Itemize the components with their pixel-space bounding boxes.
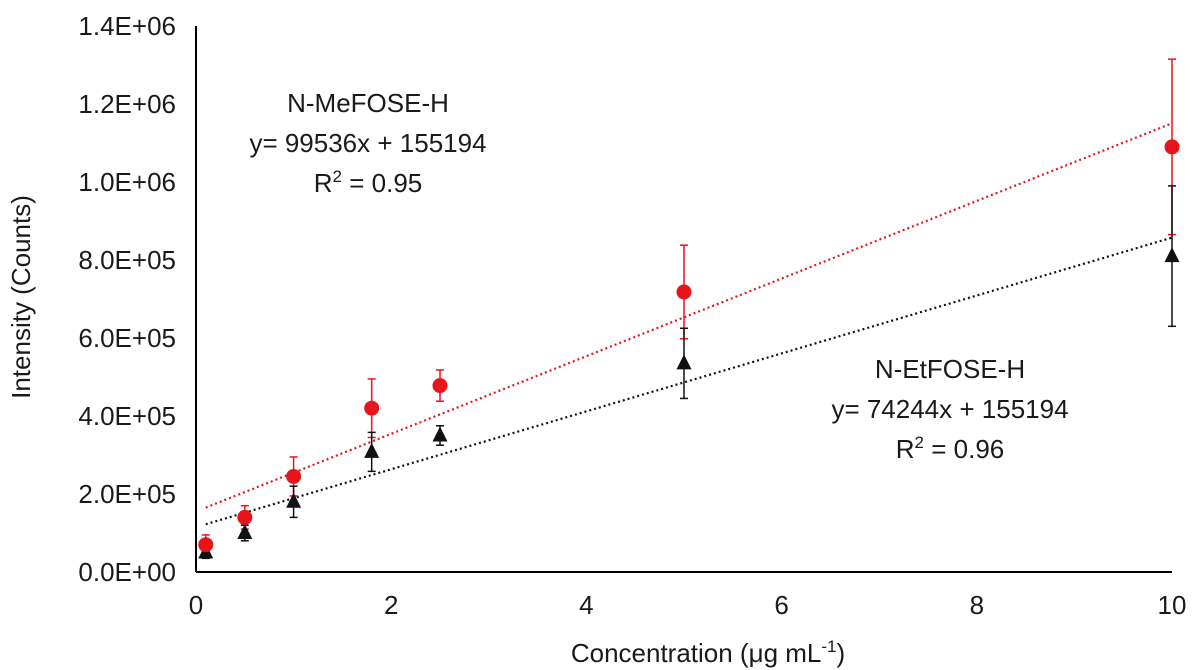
series-name-etfose: N-EtFOSE-H	[875, 354, 1025, 384]
annotation-etfose: N-EtFOSE-H y= 74244x + 155194 R2 = 0.96	[831, 354, 1068, 464]
y-tick-label: 8.0E+05	[78, 245, 176, 275]
data-points	[198, 139, 1180, 559]
x-tick-label: 4	[579, 590, 593, 620]
x-tick-label: 0	[189, 590, 203, 620]
data-point-mefose	[237, 509, 253, 525]
x-axis-label: Concentration (μg mL-1)	[571, 637, 845, 668]
data-point-etfose	[1164, 247, 1180, 263]
y-axis-ticks: 0.0E+00 2.0E+05 4.0E+05 6.0E+05 8.0E+05 1.0E+…	[78, 11, 176, 587]
x-tick-label: 10	[1158, 590, 1187, 620]
r2-mefose: R2 = 0.95	[314, 167, 422, 198]
data-point-mefose	[286, 468, 302, 484]
data-point-mefose	[432, 378, 448, 394]
data-point-etfose	[286, 492, 302, 508]
x-tick-label: 6	[774, 590, 788, 620]
y-tick-label: 2.0E+05	[78, 479, 176, 509]
data-point-etfose	[432, 426, 448, 442]
data-point-etfose	[237, 524, 253, 539]
data-point-mefose	[364, 400, 380, 416]
data-point-mefose	[1164, 139, 1180, 155]
data-point-etfose	[676, 354, 692, 370]
data-point-mefose	[676, 284, 692, 300]
y-tick-label: 1.0E+06	[78, 167, 176, 197]
y-tick-label: 0.0E+00	[78, 557, 176, 587]
equation-mefose: y= 99536x + 155194	[249, 128, 486, 158]
x-tick-label: 2	[384, 590, 398, 620]
trendline-mefose	[205, 122, 1173, 509]
trendlines	[205, 122, 1173, 526]
y-tick-label: 6.0E+05	[78, 323, 176, 353]
series-name-mefose: N-MeFOSE-H	[287, 88, 449, 118]
data-point-mefose	[198, 537, 214, 553]
x-axis-ticks: 0 2 4 6 8 10	[189, 590, 1187, 620]
y-tick-label: 4.0E+05	[78, 401, 176, 431]
equation-etfose: y= 74244x + 155194	[831, 394, 1068, 424]
y-axis-label: Intensity (Counts)	[6, 195, 36, 399]
x-tick-label: 8	[970, 590, 984, 620]
y-tick-label: 1.4E+06	[78, 11, 176, 41]
annotation-mefose: N-MeFOSE-H y= 99536x + 155194 R2 = 0.95	[249, 88, 486, 198]
trendline-etfose	[205, 236, 1173, 526]
r2-etfose: R2 = 0.96	[896, 433, 1004, 464]
y-tick-label: 1.2E+06	[78, 89, 176, 119]
data-point-etfose	[364, 442, 380, 458]
